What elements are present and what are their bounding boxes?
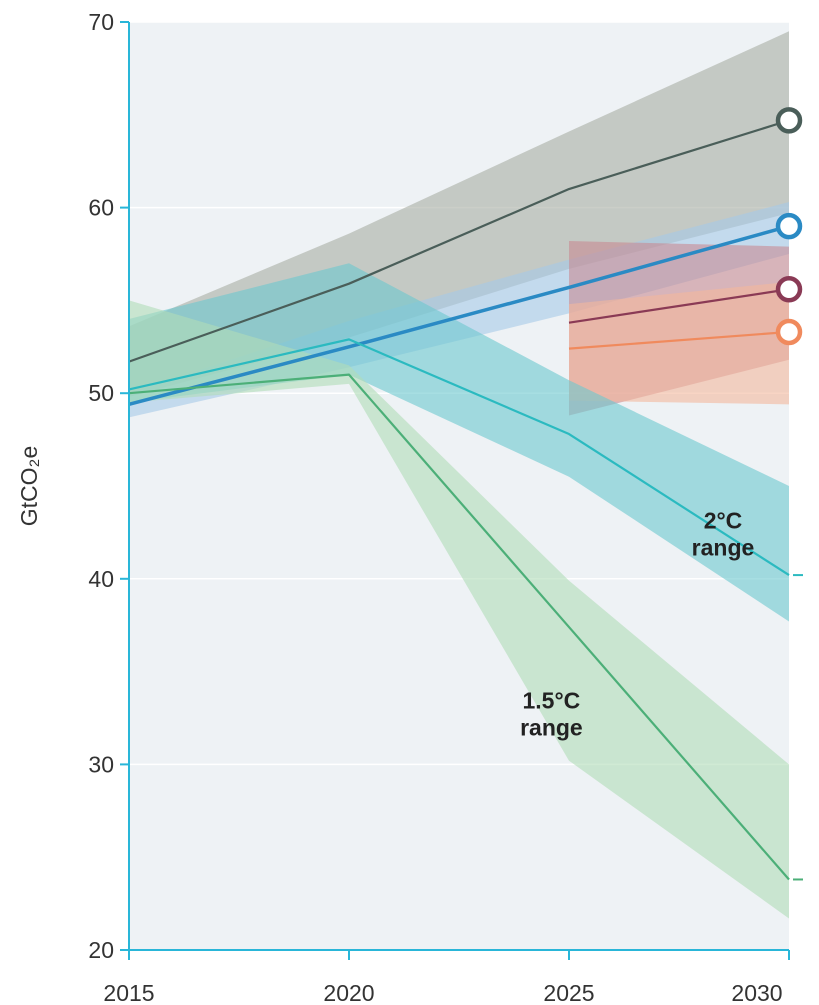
annotation-1-line-2: range	[692, 535, 755, 561]
annotation-1: 2°C range	[692, 508, 755, 561]
y-tick-label-20: 20	[88, 937, 114, 963]
series-lines	[128, 119, 790, 881]
series-line-3	[568, 288, 790, 324]
series-end-marker-1	[775, 107, 803, 134]
x-tick-label-2025: 2025	[543, 980, 594, 1005]
series-line-2	[128, 224, 790, 407]
series-end-marker-3	[775, 276, 803, 303]
x-tick-label-2015: 2015	[103, 980, 154, 1005]
annotation-1-line-1: 2°C	[704, 508, 743, 534]
y-axis-label: GtCO₂e	[16, 446, 42, 527]
series-band-4	[569, 281, 789, 405]
series-line-6	[128, 373, 790, 881]
annotation-2-line-2: range	[520, 715, 583, 741]
series-band-6	[129, 300, 789, 919]
y-tick-label-60: 60	[88, 195, 114, 221]
y-tick-label-50: 50	[88, 380, 114, 406]
series-line-1	[128, 119, 790, 363]
x-tick-label-2020: 2020	[323, 980, 374, 1005]
series-line-4	[568, 330, 790, 350]
axes	[120, 21, 790, 960]
annotation-2-line-1: 1.5°C	[523, 688, 581, 714]
series-line-5	[128, 338, 790, 577]
x-tick-label-2030: 2030	[731, 980, 782, 1005]
series-markers	[775, 107, 803, 881]
y-tick-label-40: 40	[88, 566, 114, 592]
y-tick-label-30: 30	[88, 751, 114, 777]
series-end-marker-4	[775, 318, 803, 346]
series-end-marker-2	[775, 212, 803, 240]
y-tick-label-70: 70	[88, 9, 114, 35]
annotation-2: 1.5°C range	[520, 688, 583, 741]
